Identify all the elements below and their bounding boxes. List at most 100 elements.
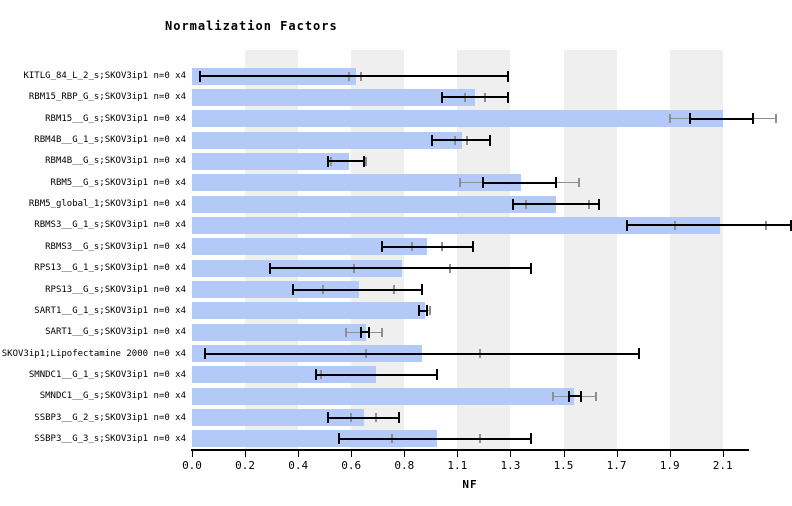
bar	[192, 195, 556, 213]
category-label: SART1__G_s;SKOV3ip1 n=0 x4	[45, 327, 186, 338]
x-axis-tick	[563, 451, 565, 457]
error-bar-low-cap	[431, 134, 434, 146]
x-axis-line	[191, 449, 749, 451]
x-axis-tick	[245, 451, 247, 457]
category-label: RBMS3__G_s;SKOV3ip1 n=0 x4	[45, 241, 186, 252]
x-axis-tick-label: 1.7	[606, 459, 627, 472]
error-bar-line	[361, 331, 369, 334]
bar	[192, 323, 367, 341]
error-bar-high-cap	[554, 177, 557, 189]
category-label: RBM15__G_s;SKOV3ip1 n=0 x4	[45, 113, 186, 124]
error-bar-line	[568, 395, 582, 398]
gray-interval-high-tick	[380, 327, 383, 337]
error-bar-line	[328, 416, 400, 419]
x-axis-tick	[351, 451, 353, 457]
error-bar-high-cap	[529, 262, 532, 274]
x-axis-tick-label: 1.9	[659, 459, 680, 472]
bar	[192, 409, 364, 427]
error-bar-high-cap	[638, 348, 641, 360]
gray-interval-low-tick	[668, 114, 671, 124]
error-bar-low-cap	[337, 433, 340, 445]
gray-interval-high-tick	[577, 178, 580, 188]
error-bar-low-cap	[198, 70, 201, 82]
x-axis-tick	[404, 451, 406, 457]
x-axis-tick-label: 1.5	[553, 459, 574, 472]
category-label: SMNDC1__G_1_s;SKOV3ip1 n=0 x4	[28, 369, 186, 380]
x-axis-tick	[298, 451, 300, 457]
error-bar-low-cap	[688, 113, 691, 125]
error-bar-high-cap	[362, 155, 365, 167]
category-label: SART1__G_1_s;SKOV3ip1 n=0 x4	[34, 305, 186, 316]
gray-interval-low-tick	[552, 391, 555, 401]
error-bar-low-cap	[625, 219, 628, 231]
x-axis-tick	[457, 451, 459, 457]
x-axis-tick-label: 0.2	[235, 459, 255, 472]
category-label: RBM5__G_s;SKOV3ip1 n=0 x4	[50, 177, 186, 188]
x-axis-tick	[192, 451, 193, 457]
error-bar-low-cap	[418, 305, 421, 317]
category-label: SKOV3ip1;Lipofectamine 2000 n=0 x4	[1, 348, 186, 359]
x-axis-tick-label: 1.3	[500, 459, 521, 472]
x-axis-tick	[722, 451, 724, 457]
bar	[192, 174, 521, 192]
error-bar-line	[204, 352, 640, 355]
x-axis-tick	[510, 451, 512, 457]
x-axis-tick-label: 0.6	[341, 459, 362, 472]
gray-interval-high-tick	[365, 156, 368, 166]
error-bar-high-cap	[420, 284, 423, 295]
error-bar-line	[270, 267, 531, 270]
error-bar-high-cap	[597, 198, 600, 210]
error-bar-low-cap	[314, 369, 317, 381]
bar	[192, 302, 425, 320]
error-bar-high-cap	[367, 326, 370, 338]
category-label: RBM4B__G_s;SKOV3ip1 n=0 x4	[45, 156, 186, 167]
category-label: RBMS3__G_1_s;SKOV3ip1 n=0 x4	[34, 220, 186, 231]
bar	[192, 238, 428, 256]
error-bar-line	[432, 139, 491, 142]
error-bar-low-cap	[380, 241, 383, 253]
error-bar-high-cap	[506, 70, 509, 82]
error-bar-line	[689, 117, 754, 120]
category-label: SSBP3__G_2_s;SKOV3ip1 n=0 x4	[34, 412, 186, 423]
error-bar-low-cap	[269, 262, 272, 274]
x-axis-tick-label: 2.1	[712, 459, 733, 472]
chart-title: Normalization Factors	[165, 19, 338, 33]
bar	[192, 216, 721, 234]
category-label: RPS13__G_1_s;SKOV3ip1 n=0 x4	[34, 263, 186, 274]
error-bar-high-cap	[580, 390, 583, 402]
bar	[192, 152, 349, 170]
category-label: SSBP3__G_3_s;SKOV3ip1 n=0 x4	[34, 433, 186, 444]
error-bar-low-cap	[441, 91, 444, 103]
gray-interval-high-tick	[428, 306, 431, 316]
bar	[192, 430, 438, 448]
error-bar-high-cap	[426, 305, 429, 317]
category-label: SMNDC1__G_s;SKOV3ip1 n=0 x4	[39, 391, 186, 402]
x-axis-tick	[669, 451, 671, 457]
error-bar-low-cap	[567, 390, 570, 402]
error-bar-line	[381, 245, 473, 248]
error-bar-low-cap	[481, 177, 484, 189]
error-bar-low-cap	[360, 326, 363, 338]
error-bar-low-cap	[327, 155, 330, 167]
error-bar-high-cap	[529, 433, 532, 445]
x-axis-tick-label: 1.1	[447, 459, 468, 472]
error-bar-line	[293, 288, 422, 291]
category-label: RBM5_global_1;SKOV3ip1 n=0 x4	[28, 199, 186, 210]
bar	[192, 387, 574, 405]
error-bar-low-cap	[327, 412, 330, 424]
category-label: RPS13__G_s;SKOV3ip1 n=0 x4	[45, 284, 186, 295]
error-bar-high-cap	[752, 113, 755, 125]
category-label: RBM15_RBP_G_s;SKOV3ip1 n=0 x4	[28, 92, 186, 103]
error-bar-line	[328, 160, 364, 163]
error-bar-line	[442, 96, 508, 99]
error-bar-line	[512, 203, 599, 206]
category-label: KITLG_84_L_2_s;SKOV3ip1 n=0 x4	[23, 71, 186, 81]
error-bar-line	[315, 373, 438, 376]
gray-interval-high-tick	[774, 114, 777, 124]
error-bar-line	[338, 437, 531, 440]
error-bar-line	[199, 75, 508, 77]
bar	[192, 281, 359, 298]
x-axis-tick-label: 0.8	[394, 459, 415, 472]
